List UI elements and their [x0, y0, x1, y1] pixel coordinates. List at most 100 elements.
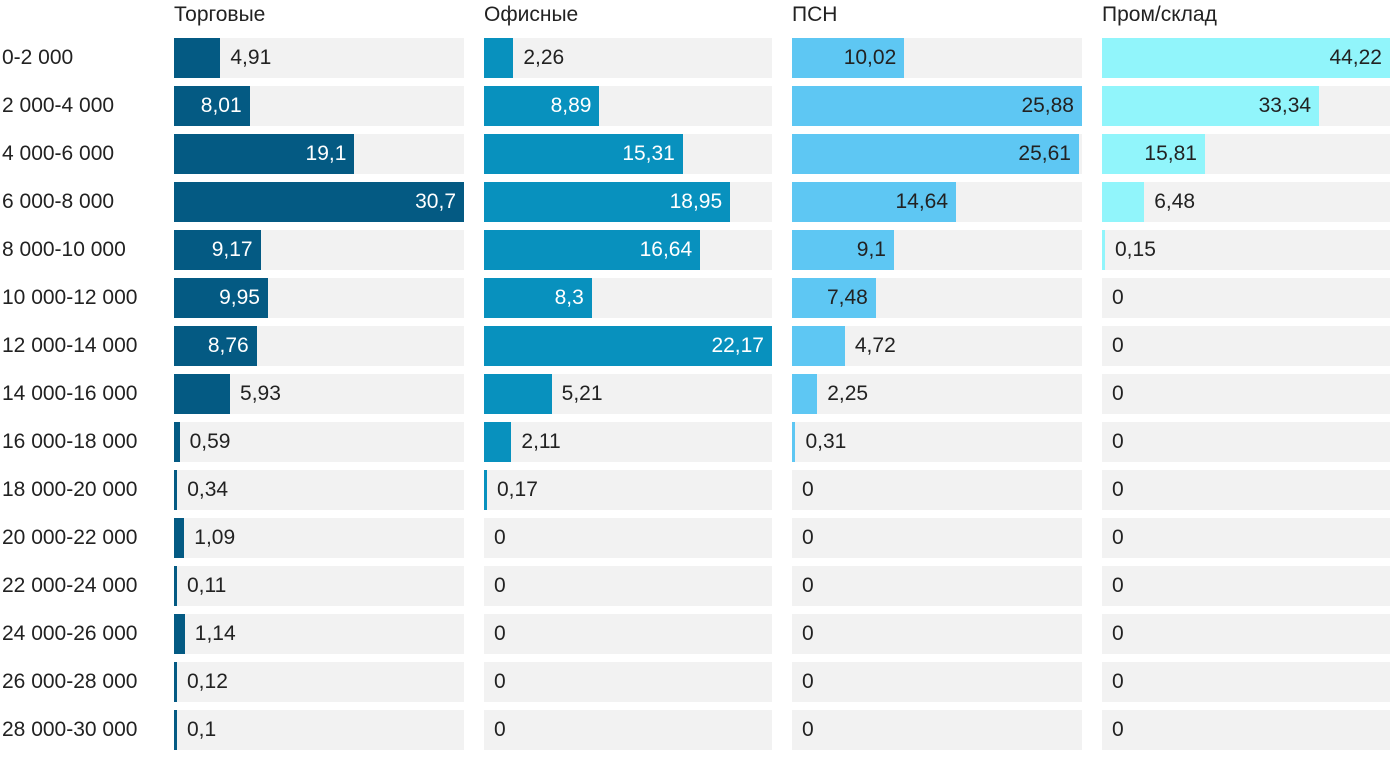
- value-label: 5,21: [561, 382, 603, 405]
- value-label: 18,95: [669, 190, 723, 213]
- category-label: 24 000-26 000: [2, 622, 138, 645]
- value-label: 0,15: [1115, 238, 1156, 261]
- value-label: 9,17: [211, 238, 253, 261]
- category-label: 8 000-10 000: [2, 238, 126, 261]
- category-label: 28 000-30 000: [2, 718, 138, 741]
- value-label: 0: [494, 622, 506, 645]
- value-label: 2,25: [827, 382, 869, 405]
- bar-track: [1102, 230, 1390, 270]
- bar: [1102, 86, 1320, 126]
- value-label: 1,14: [194, 622, 236, 645]
- category-label: 16 000-18 000: [2, 430, 138, 453]
- value-label: 0: [494, 574, 506, 597]
- value-label: 33,34: [1258, 94, 1312, 117]
- bar-track: [174, 518, 464, 558]
- value-label: 14,64: [895, 190, 949, 213]
- bar-track: [792, 566, 1082, 606]
- bar-track: [1102, 710, 1390, 750]
- bar-track: [792, 518, 1082, 558]
- bar-track: [792, 470, 1082, 510]
- bar: [792, 278, 876, 318]
- value-label: 0: [494, 718, 506, 741]
- bar: [1102, 230, 1105, 270]
- value-label: 6,48: [1154, 190, 1196, 213]
- value-label: 0: [1112, 382, 1124, 405]
- bar: [484, 422, 512, 462]
- value-label: 9,95: [219, 286, 260, 309]
- value-label: 9,1: [856, 238, 886, 261]
- bar-track: [174, 566, 464, 606]
- value-label: 0,12: [187, 670, 228, 693]
- value-label: 15,81: [1144, 142, 1197, 165]
- bar: [174, 710, 177, 750]
- value-label: 2,26: [523, 46, 565, 69]
- value-label: 0: [1112, 670, 1124, 693]
- bar-track: [1102, 326, 1390, 366]
- bar-track: [1102, 662, 1390, 702]
- bar: [484, 278, 592, 318]
- bar: [484, 134, 683, 174]
- bar-track: [484, 614, 772, 654]
- category-label: 22 000-24 000: [2, 574, 138, 597]
- value-label: 8,3: [554, 286, 584, 309]
- value-label: 25,61: [1018, 142, 1071, 165]
- category-label: 10 000-12 000: [2, 286, 138, 309]
- panel-title: Торговые: [174, 3, 266, 26]
- value-label: 0: [802, 574, 814, 597]
- bar: [484, 86, 600, 126]
- bar: [792, 230, 894, 270]
- value-label: 0,59: [189, 430, 231, 453]
- bar-track: [174, 662, 464, 702]
- bar: [174, 230, 261, 270]
- category-label: 18 000-20 000: [2, 478, 138, 501]
- bar-track: [1102, 566, 1390, 606]
- value-label: 8,76: [207, 334, 249, 357]
- bar-track: [174, 422, 464, 462]
- panel-title: Пром/склад: [1102, 3, 1217, 26]
- bar-track: [484, 470, 772, 510]
- bar-track: [1102, 422, 1390, 462]
- value-label: 0: [802, 718, 814, 741]
- value-label: 1,09: [194, 526, 236, 549]
- value-label: 8,01: [200, 94, 242, 117]
- panel-title: ПСН: [792, 3, 838, 26]
- bar: [174, 38, 221, 78]
- bar: [174, 614, 185, 654]
- bar: [484, 374, 552, 414]
- category-label: 12 000-14 000: [2, 334, 138, 357]
- value-label: 10,02: [843, 46, 897, 69]
- bar-track: [792, 662, 1082, 702]
- bar: [484, 326, 772, 366]
- bar: [174, 374, 231, 414]
- bar-track: [484, 518, 772, 558]
- bar-track: [484, 662, 772, 702]
- value-label: 0: [1112, 574, 1124, 597]
- bar-track: [1102, 518, 1390, 558]
- bar: [792, 86, 1082, 126]
- category-label: 0-2 000: [2, 46, 74, 69]
- value-label: 8,89: [550, 94, 592, 117]
- bar-track: [484, 422, 772, 462]
- value-label: 7,48: [826, 286, 868, 309]
- value-label: 0,11: [187, 574, 227, 597]
- bar: [174, 422, 180, 462]
- value-label: 25,88: [1021, 94, 1074, 117]
- category-label: 4 000-6 000: [2, 142, 115, 165]
- value-label: 0,1: [187, 718, 217, 741]
- value-label: 0: [1112, 526, 1124, 549]
- value-label: 4,72: [854, 334, 896, 357]
- category-label: 2 000-4 000: [2, 94, 115, 117]
- bar: [1102, 38, 1390, 78]
- value-label: 44,22: [1329, 46, 1382, 69]
- value-label: 0: [1112, 718, 1124, 741]
- bar-track: [484, 566, 772, 606]
- bar: [174, 326, 257, 366]
- value-label: 16,64: [639, 238, 693, 261]
- bar: [1102, 182, 1145, 222]
- bar-track: [484, 38, 772, 78]
- category-label: 6 000-8 000: [2, 190, 115, 213]
- bar-track: [174, 614, 464, 654]
- value-label: 0,34: [187, 478, 229, 501]
- category-label: 14 000-16 000: [2, 382, 138, 405]
